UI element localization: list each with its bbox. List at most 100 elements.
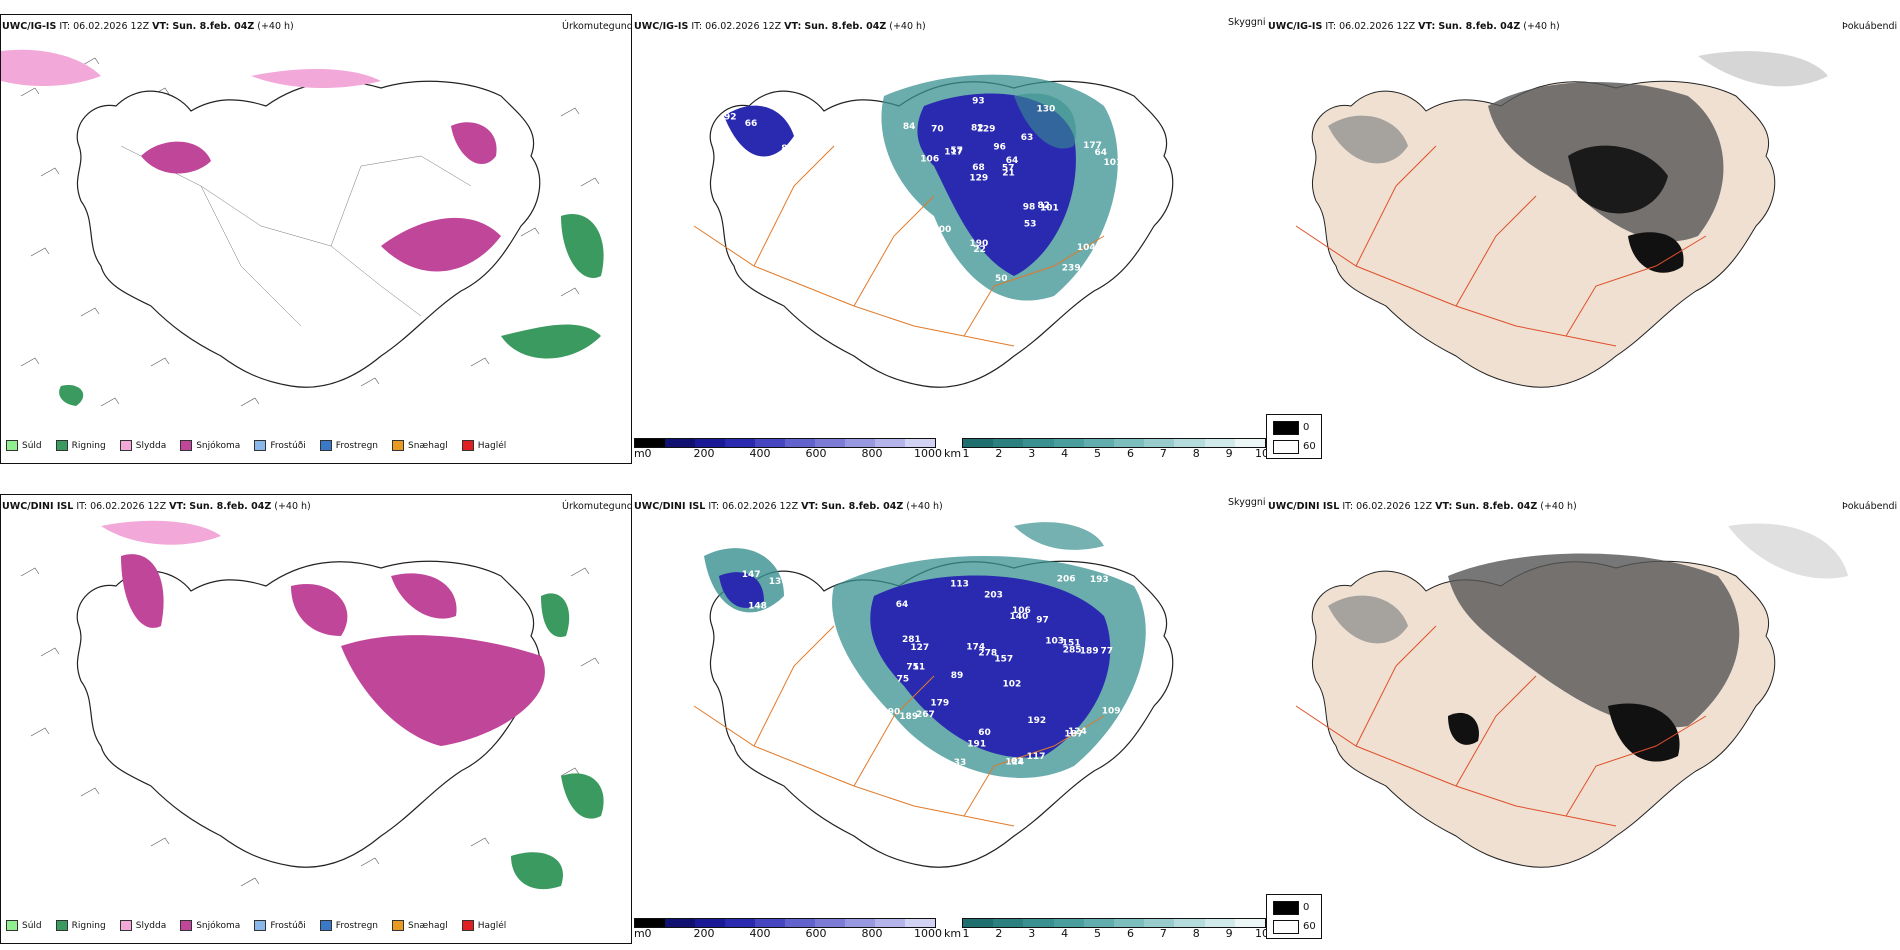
legend-label: Frostregn bbox=[335, 440, 379, 451]
roads bbox=[120, 145, 472, 327]
colorbar-segment bbox=[905, 439, 935, 447]
legend-swatch bbox=[392, 440, 405, 451]
model-name: UWC/DINI ISL bbox=[634, 501, 706, 512]
cloud-value-label: 70 bbox=[931, 125, 944, 135]
legend-label: Súld bbox=[22, 920, 42, 931]
legend-item: Rigning bbox=[55, 920, 106, 931]
cloud-value-label: 84 bbox=[903, 122, 916, 132]
cloud-value-label: 147 bbox=[742, 570, 761, 580]
cloud-value-label: 101 bbox=[1040, 204, 1059, 214]
legend-label: Snjókoma bbox=[196, 440, 241, 451]
colorbar-segment bbox=[695, 919, 725, 927]
colorbar-tick: 400 bbox=[749, 927, 771, 940]
cloud-value-label: 137 bbox=[769, 577, 788, 587]
colorbar-tick: 0 bbox=[644, 447, 652, 460]
colorbar-segment bbox=[1083, 919, 1115, 927]
cloud-map: 8892746663668296675755821296410184931019… bbox=[693, 74, 1174, 388]
cloud-value-label: 97 bbox=[1036, 615, 1049, 625]
colorbar-tick: 2 bbox=[995, 927, 1003, 940]
legend-item: Snæhagl bbox=[392, 440, 448, 451]
cloud-value-label: 113 bbox=[950, 580, 969, 590]
cloud-value-label: 130 bbox=[1037, 105, 1056, 115]
lead-time: (+40 h) bbox=[889, 21, 926, 32]
legend-item: Frostregn bbox=[319, 440, 379, 451]
cloud-value-label: 50 bbox=[995, 274, 1008, 284]
colorbar-tick: 8 bbox=[1192, 927, 1200, 940]
model-name: UWC/DINI ISL bbox=[2, 501, 74, 512]
legend-swatch bbox=[119, 920, 132, 931]
cloud-value-label: 177 bbox=[1083, 141, 1102, 151]
init-time: IT: 06.02.2026 12Z bbox=[1325, 21, 1416, 32]
panel-title: UWC/DINI ISL IT: 06.02.2026 12Z VT: Sun.… bbox=[634, 501, 943, 512]
colorbar-segment bbox=[665, 919, 695, 927]
colorbar-tick: 6 bbox=[1126, 927, 1134, 940]
cloud-value-label: 278 bbox=[978, 649, 997, 659]
legend-swatch bbox=[392, 920, 405, 931]
cloud-value-label: 101 bbox=[1104, 158, 1123, 168]
colorbar-tick: 2 bbox=[995, 447, 1003, 460]
colorbar-segment bbox=[963, 439, 994, 447]
colorbar-tick: 1 bbox=[962, 927, 970, 940]
cloud-value-label: 67 bbox=[907, 226, 920, 236]
fog-map bbox=[1295, 51, 1828, 388]
model-name: UWC/IG-IS bbox=[634, 21, 689, 32]
cloud-value-label: 75 bbox=[897, 675, 910, 685]
precip-legend: Súld Rigning Slydda Snjókoma Frostúði Fr… bbox=[6, 920, 520, 931]
colorbar-tick: 4 bbox=[1061, 927, 1069, 940]
fog-legend-swatch bbox=[1273, 421, 1299, 435]
colorbar-segment bbox=[963, 919, 994, 927]
fog-areas bbox=[1328, 523, 1848, 762]
colorbar-tick: 1000 bbox=[914, 447, 942, 460]
cloud-value-label: 151 bbox=[1062, 639, 1081, 649]
colorbar-tick: 600 bbox=[805, 927, 827, 940]
cloud-value-label: 57 bbox=[950, 146, 963, 156]
colorbar-segment bbox=[1234, 439, 1266, 447]
colorbar-segment bbox=[695, 439, 725, 447]
roads bbox=[693, 625, 1105, 827]
colorbar-tick: 400 bbox=[749, 447, 771, 460]
init-time: IT: 06.02.2026 12Z bbox=[1342, 501, 1433, 512]
cloud-value-label: 22 bbox=[973, 245, 986, 255]
legend-item: Frostúði bbox=[254, 440, 306, 451]
legend-label: Snæhagl bbox=[408, 440, 448, 451]
fog-legend-label: 60 bbox=[1303, 441, 1316, 452]
cloud-value-label: 140 bbox=[1010, 612, 1029, 622]
valid-time-label: VT: bbox=[1418, 21, 1436, 32]
cloud-value-label: 157 bbox=[994, 655, 1013, 665]
legend-swatch bbox=[119, 440, 132, 451]
legend-swatch bbox=[6, 440, 18, 451]
colorbar-tick: 1 bbox=[962, 447, 970, 460]
legend-swatch bbox=[180, 440, 193, 451]
colorbar-tick: 4 bbox=[1061, 447, 1069, 460]
cloud-value-label: 64 bbox=[1095, 148, 1108, 158]
cloud-value-label: 71 bbox=[906, 663, 919, 673]
cloud-value-label: 189 bbox=[899, 712, 918, 722]
legend-swatch bbox=[55, 920, 68, 931]
cloud-value-label: 21 bbox=[1002, 169, 1015, 179]
panel-title: UWC/DINI ISL IT: 06.02.2026 12Z VT: Sun.… bbox=[2, 501, 311, 512]
colorbar-segment bbox=[725, 919, 755, 927]
colorbar-unit: m bbox=[634, 447, 645, 460]
cloud-value-label: 124 bbox=[1068, 727, 1087, 737]
cloud-value-label: 66 bbox=[745, 119, 758, 129]
colorbar-segment bbox=[1053, 919, 1084, 927]
colorbar-segment bbox=[785, 919, 815, 927]
colorbar-segment bbox=[1053, 439, 1084, 447]
cloud-value-label: 192 bbox=[1027, 716, 1046, 726]
colorbar-tick: 0 bbox=[644, 927, 652, 940]
legend-swatch bbox=[461, 920, 474, 931]
colorbar-segment bbox=[845, 439, 875, 447]
legend-label: Snæhagl bbox=[408, 920, 448, 931]
colorbar-segment bbox=[1234, 919, 1266, 927]
parameter-name: Úrkomutegund bbox=[562, 501, 633, 512]
colorbar-segment bbox=[1174, 439, 1205, 447]
colorbar-unit: m bbox=[634, 927, 645, 940]
colorbar-segment bbox=[1174, 919, 1205, 927]
cloud-value-label: 193 bbox=[1090, 575, 1109, 585]
parameter-name: Skyggni bbox=[1228, 497, 1266, 508]
legend-swatch bbox=[180, 920, 193, 931]
cloud-value-label: 109 bbox=[1102, 707, 1121, 717]
cloud-value-label: 129 bbox=[977, 124, 996, 134]
init-time: IT: 06.02.2026 12Z bbox=[708, 501, 799, 512]
valid-time: Sun. 8.feb. 04Z bbox=[172, 21, 255, 32]
